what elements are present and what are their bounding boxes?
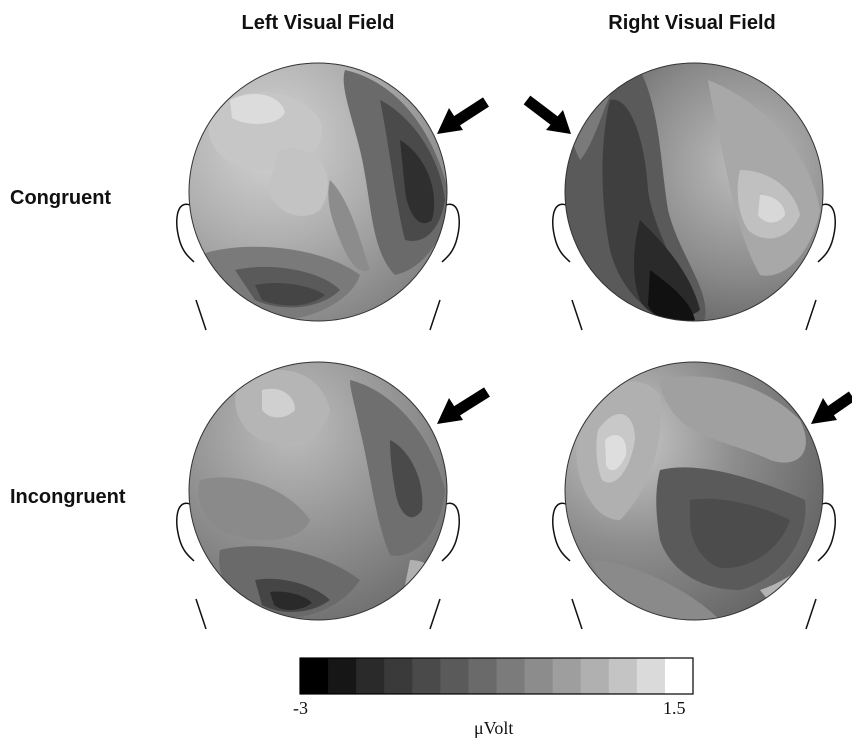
- colorbar-step: [581, 658, 610, 694]
- colorbar-step: [525, 658, 554, 694]
- colorbar-step: [553, 658, 582, 694]
- colorbar-step: [412, 658, 441, 694]
- arrow-congruent-right: [527, 100, 571, 134]
- scalp-map-incongruent-left: [177, 362, 459, 629]
- arrow-incongruent-right: [811, 396, 852, 424]
- scalp-map-incongruent-right: [553, 362, 835, 629]
- colorbar-step: [328, 658, 357, 694]
- scalp-map-congruent-right: [553, 63, 835, 330]
- arrow-congruent-left: [437, 102, 486, 134]
- colorbar-min-label: -3: [293, 698, 308, 719]
- arrow-incongruent-left: [437, 392, 487, 424]
- colorbar-step: [609, 658, 638, 694]
- colorbar-step: [356, 658, 385, 694]
- colorbar-step: [384, 658, 413, 694]
- colorbar-step: [497, 658, 526, 694]
- colorbar: [300, 658, 694, 694]
- colorbar-step: [665, 658, 694, 694]
- colorbar-step: [440, 658, 469, 694]
- colorbar-step: [637, 658, 666, 694]
- colorbar-max-label: 1.5: [663, 698, 686, 719]
- colorbar-unit-label: μVolt: [474, 718, 513, 739]
- colorbar-step: [300, 658, 329, 694]
- scalp-map-congruent-left: [177, 63, 459, 330]
- colorbar-step: [468, 658, 497, 694]
